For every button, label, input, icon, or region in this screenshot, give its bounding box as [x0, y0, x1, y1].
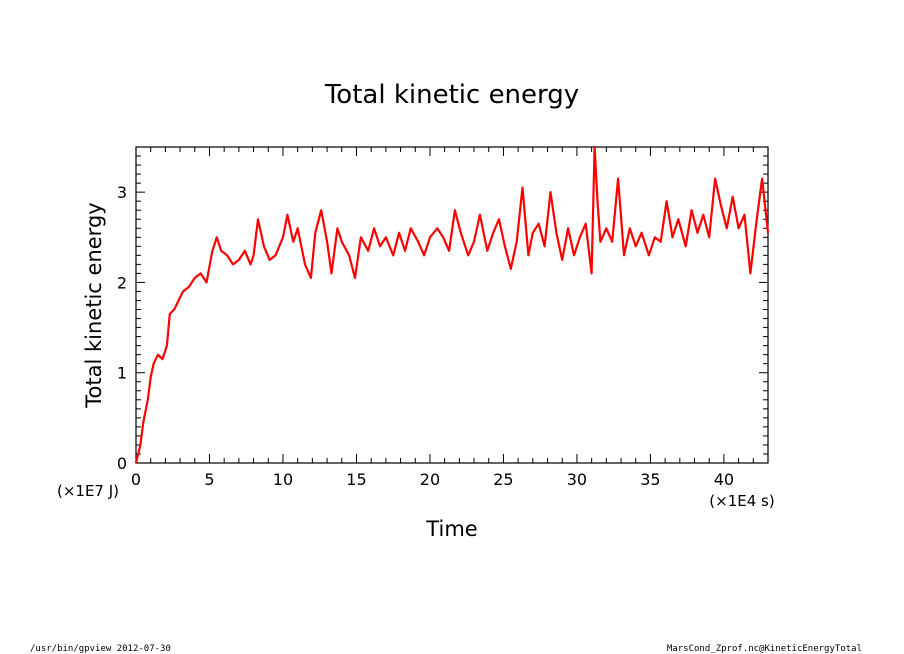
- y-tick-label: 1: [117, 364, 127, 383]
- y-tick-labels: 0 1 2 3: [117, 183, 127, 473]
- y-tick-label: 2: [117, 273, 127, 292]
- footer-right: MarsCond_Zprof.nc@KineticEnergyTotal: [667, 644, 862, 654]
- x-tick-label: 20: [420, 470, 440, 489]
- y-tick-label: 3: [117, 183, 127, 202]
- x-tick-label: 40: [714, 470, 734, 489]
- y-tick-label: 0: [117, 454, 127, 473]
- x-tick-label: 0: [131, 470, 141, 489]
- x-tick-labels: 0 5 10 15 20 25 30 35 40: [131, 470, 734, 489]
- chart-title: Total kinetic energy: [324, 80, 579, 110]
- plot-frame: [135, 146, 769, 464]
- x-tick-label: 25: [493, 470, 513, 489]
- footer-left: /usr/bin/gpview 2012-07-30: [30, 644, 171, 654]
- y-axis-label: Total kinetic energy: [82, 202, 106, 408]
- axis-ticks: [135, 146, 769, 464]
- x-tick-label: 35: [640, 470, 660, 489]
- series-line: [134, 145, 770, 464]
- x-axis-unit: (×1E4 s): [709, 492, 774, 510]
- x-tick-label: 30: [567, 470, 587, 489]
- x-tick-label: 10: [273, 470, 293, 489]
- x-axis-label: Time: [425, 517, 477, 541]
- plot-area: [134, 145, 770, 464]
- x-tick-label: 5: [204, 470, 214, 489]
- x-tick-label: 15: [346, 470, 366, 489]
- y-axis-unit: (×1E7 J): [57, 482, 119, 500]
